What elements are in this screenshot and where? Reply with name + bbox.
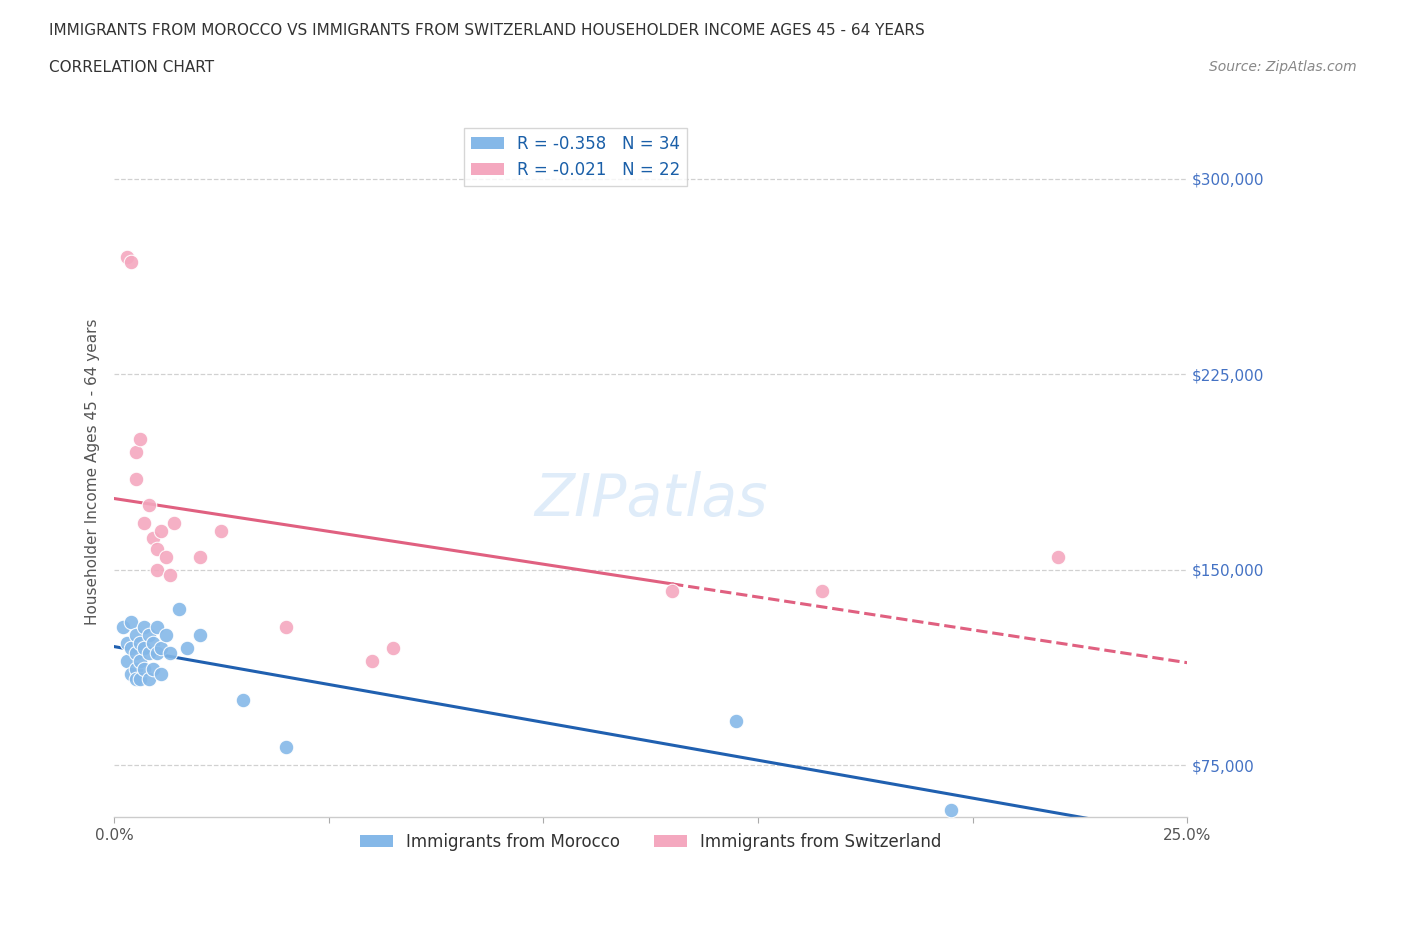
Point <box>124 445 146 460</box>
Y-axis label: Householder Income Ages 45 - 64 years: Householder Income Ages 45 - 64 years <box>86 319 100 625</box>
Point <box>155 628 177 643</box>
Point <box>115 635 138 650</box>
Point <box>142 661 165 676</box>
Point <box>129 654 152 669</box>
Point <box>1047 550 1070 565</box>
Point <box>129 432 152 446</box>
Point <box>115 654 138 669</box>
Point <box>134 661 156 676</box>
Point <box>188 628 211 643</box>
Point <box>129 671 152 686</box>
Point <box>274 739 297 754</box>
Point <box>150 667 173 682</box>
Point <box>146 645 169 660</box>
Point <box>138 628 160 643</box>
Point <box>124 628 146 643</box>
Point <box>134 515 156 530</box>
Point <box>360 654 382 669</box>
Point <box>176 641 198 656</box>
Point <box>188 550 211 565</box>
Point <box>142 531 165 546</box>
Point <box>138 671 160 686</box>
Point <box>134 641 156 656</box>
Point <box>155 550 177 565</box>
Point <box>124 671 146 686</box>
Point <box>120 615 142 630</box>
Point <box>232 693 254 708</box>
Point <box>120 255 142 270</box>
Point <box>211 524 233 538</box>
Point <box>150 524 173 538</box>
Point <box>124 661 146 676</box>
Text: CORRELATION CHART: CORRELATION CHART <box>49 60 214 75</box>
Point <box>120 641 142 656</box>
Point <box>134 619 156 634</box>
Point <box>120 667 142 682</box>
Legend: Immigrants from Morocco, Immigrants from Switzerland: Immigrants from Morocco, Immigrants from… <box>353 826 948 857</box>
Point <box>163 515 186 530</box>
Point <box>138 498 160 512</box>
Point <box>124 645 146 660</box>
Point <box>111 619 134 634</box>
Point <box>159 645 181 660</box>
Point <box>167 602 190 617</box>
Point <box>146 541 169 556</box>
Point <box>124 472 146 486</box>
Point <box>146 619 169 634</box>
Text: ZIPatlas: ZIPatlas <box>534 472 768 528</box>
Text: Source: ZipAtlas.com: Source: ZipAtlas.com <box>1209 60 1357 74</box>
Point <box>725 713 748 728</box>
Point <box>939 803 962 817</box>
Point <box>146 563 169 578</box>
Point <box>115 249 138 264</box>
Point <box>159 567 181 582</box>
Point <box>138 645 160 660</box>
Point <box>811 583 834 598</box>
Point <box>382 641 405 656</box>
Text: IMMIGRANTS FROM MOROCCO VS IMMIGRANTS FROM SWITZERLAND HOUSEHOLDER INCOME AGES 4: IMMIGRANTS FROM MOROCCO VS IMMIGRANTS FR… <box>49 23 925 38</box>
Point <box>150 641 173 656</box>
Point <box>142 635 165 650</box>
Point <box>661 583 683 598</box>
Point <box>129 635 152 650</box>
Point <box>274 619 297 634</box>
